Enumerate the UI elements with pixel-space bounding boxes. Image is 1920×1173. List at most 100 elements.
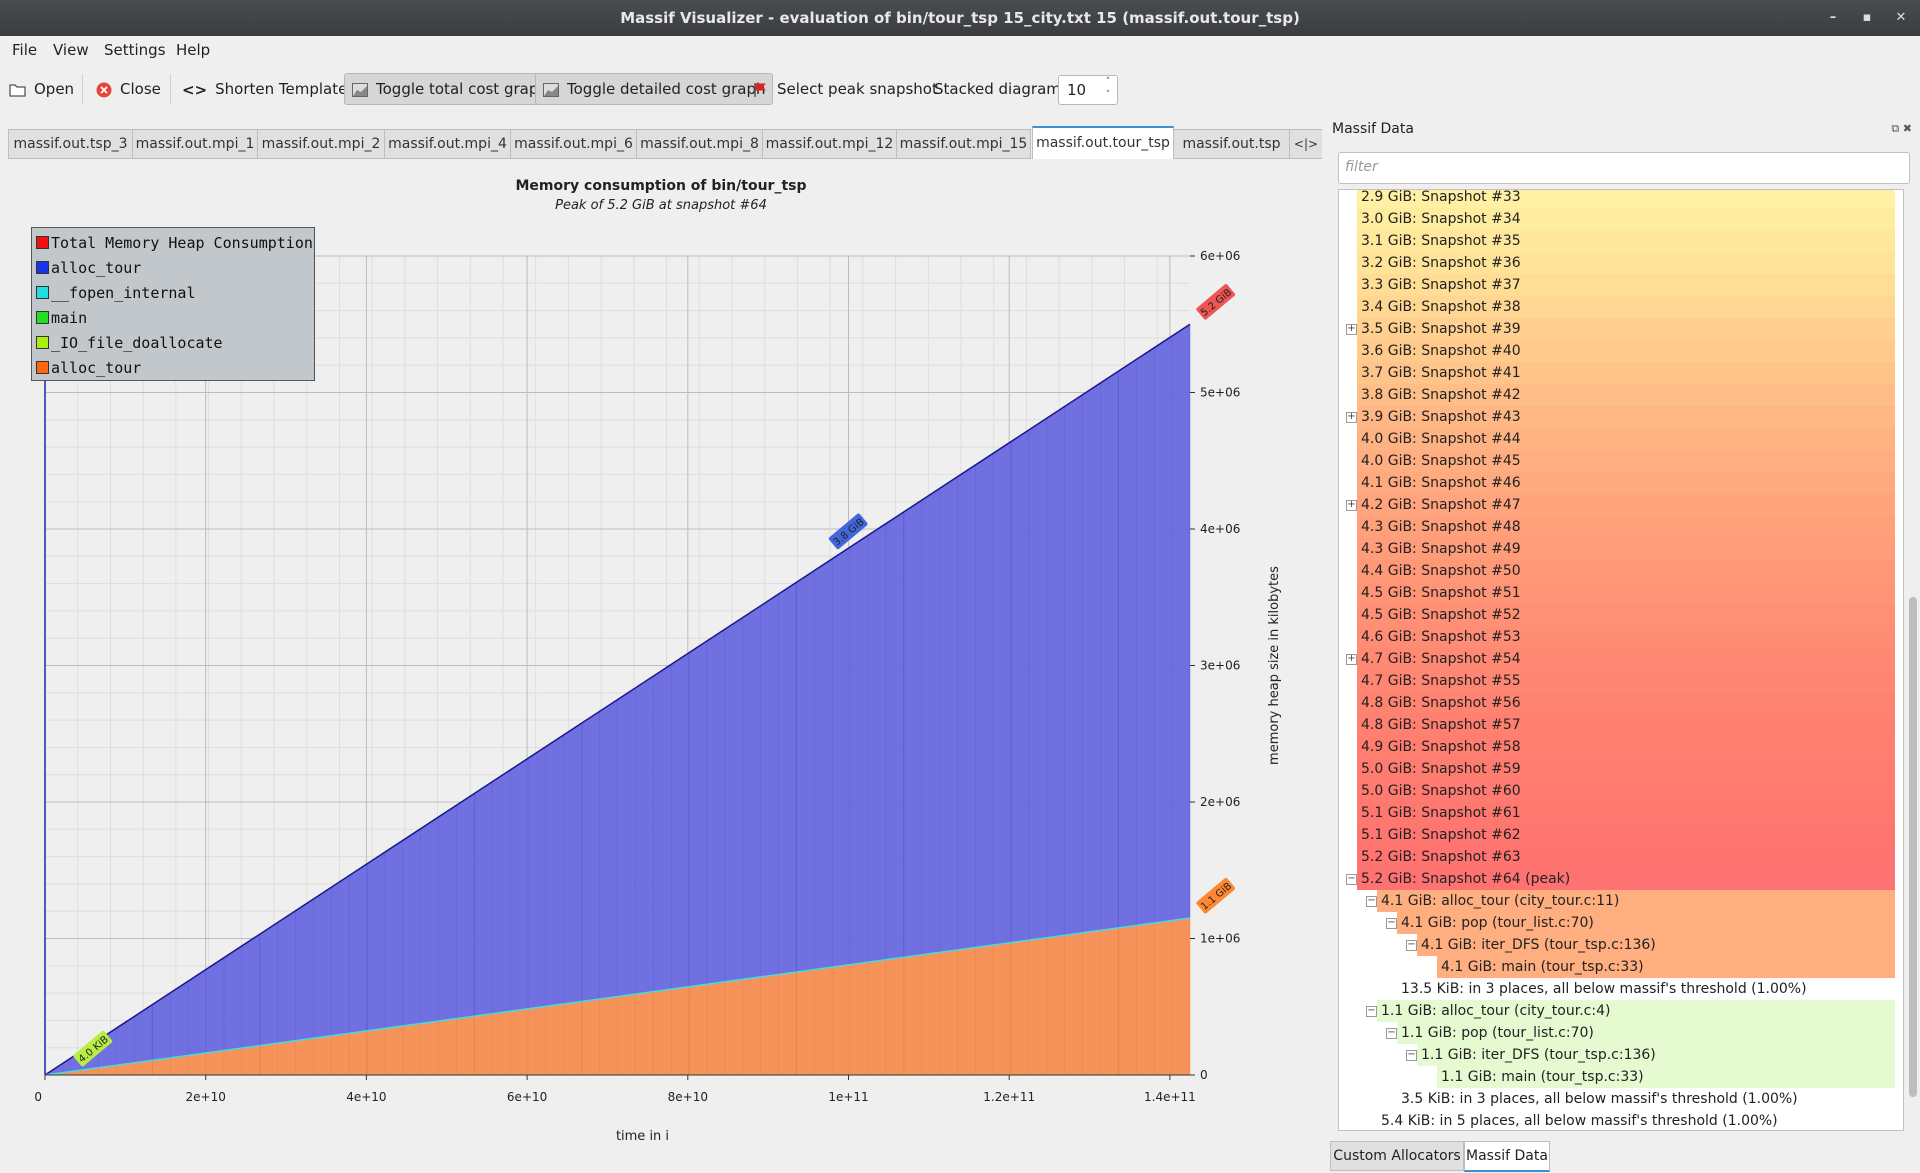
collapse-icon[interactable]: −	[1406, 1049, 1417, 1061]
minimize-icon[interactable]: –	[1829, 10, 1837, 25]
tab-massif-out-tsp[interactable]: massif.out.tsp	[1173, 129, 1290, 159]
tree-row[interactable]: 5.2 GiB: Snapshot #63	[1339, 846, 1895, 868]
tree-row[interactable]: 5.4 KiB: in 5 places, all below massif's…	[1339, 1110, 1895, 1130]
toggle-total-cost-button[interactable]: Toggle total cost graph	[344, 73, 556, 105]
tab-massif-out-mpi-2[interactable]: massif.out.mpi_2	[257, 129, 385, 159]
tree-row[interactable]: 3.3 GiB: Snapshot #37	[1339, 274, 1895, 296]
tree-row[interactable]: +4.7 GiB: Snapshot #54	[1339, 648, 1895, 670]
snapshot-tree[interactable]: 2.9 GiB: Snapshot #33 3.0 GiB: Snapshot #…	[1338, 189, 1904, 1131]
tree-row[interactable]: 4.6 GiB: Snapshot #53	[1339, 626, 1895, 648]
tree-row[interactable]: 3.1 GiB: Snapshot #35	[1339, 230, 1895, 252]
row-highlight	[1357, 604, 1895, 626]
tree-row[interactable]: 4.0 GiB: Snapshot #44	[1339, 428, 1895, 450]
tree-row[interactable]: −4.1 GiB: iter_DFS (tour_tsp.c:136)	[1339, 934, 1895, 956]
collapse-icon[interactable]: −	[1386, 1027, 1397, 1039]
tree-row[interactable]: 4.5 GiB: Snapshot #51	[1339, 582, 1895, 604]
tree-row[interactable]: 4.1 GiB: Snapshot #46	[1339, 472, 1895, 494]
tree-row[interactable]: 4.3 GiB: Snapshot #48	[1339, 516, 1895, 538]
tree-row[interactable]: 3.7 GiB: Snapshot #41	[1339, 362, 1895, 384]
tree-row[interactable]: 3.2 GiB: Snapshot #36	[1339, 252, 1895, 274]
tree-row[interactable]: −1.1 GiB: iter_DFS (tour_tsp.c:136)	[1339, 1044, 1895, 1066]
menu-file[interactable]: File	[12, 41, 38, 59]
tab-massif-out-tour-tsp[interactable]: massif.out.tour_tsp	[1032, 126, 1174, 159]
tree-row[interactable]: 4.4 GiB: Snapshot #50	[1339, 560, 1895, 582]
tab-custom-allocators[interactable]: Custom Allocators	[1330, 1141, 1464, 1171]
expand-icon[interactable]: +	[1346, 499, 1357, 511]
tab-massif-out-mpi-15[interactable]: massif.out.mpi_15	[896, 129, 1031, 159]
spin-up-icon[interactable]: ˄	[1105, 77, 1111, 87]
tree-row[interactable]: 4.9 GiB: Snapshot #58	[1339, 736, 1895, 758]
select-peak-snapshot-button[interactable]: Select peak snapshot	[753, 73, 938, 105]
expand-icon[interactable]: +	[1346, 411, 1357, 423]
tree-row[interactable]: 13.5 KiB: in 3 places, all below massif'…	[1339, 978, 1895, 1000]
tree-row[interactable]: −5.2 GiB: Snapshot #64 (peak)	[1339, 868, 1895, 890]
tab-scroll-arrows[interactable]: <|>	[1289, 129, 1323, 159]
menu-settings[interactable]: Settings	[104, 41, 166, 59]
tree-row[interactable]: 3.4 GiB: Snapshot #38	[1339, 296, 1895, 318]
menu-view[interactable]: View	[53, 41, 89, 59]
tab-massif-out-tsp-3[interactable]: massif.out.tsp_3	[8, 129, 133, 159]
tab-massif-data[interactable]: Massif Data	[1464, 1141, 1550, 1172]
open-button[interactable]: Open	[9, 73, 74, 105]
maximize-icon[interactable]: ▪	[1862, 10, 1872, 25]
tree-row[interactable]: 4.8 GiB: Snapshot #56	[1339, 692, 1895, 714]
tree-row[interactable]: 2.9 GiB: Snapshot #33	[1339, 190, 1895, 208]
shorten-templates-button[interactable]: <> Shorten Templates	[182, 73, 355, 105]
close-panel-icon[interactable]: ✖	[1902, 122, 1912, 135]
tab-label: massif.out.mpi_15	[899, 136, 1028, 152]
tree-row[interactable]: +4.2 GiB: Snapshot #47	[1339, 494, 1895, 516]
tree-row[interactable]: 5.1 GiB: Snapshot #62	[1339, 824, 1895, 846]
total-line[interactable]	[44, 323, 1191, 1076]
float-panel-icon[interactable]: ⧉	[1891, 122, 1900, 135]
expand-icon[interactable]: +	[1346, 653, 1357, 665]
collapse-icon[interactable]: −	[1366, 895, 1377, 907]
tree-row[interactable]: 5.0 GiB: Snapshot #59	[1339, 758, 1895, 780]
menu-help[interactable]: Help	[176, 41, 211, 59]
tree-row[interactable]: 3.0 GiB: Snapshot #34	[1339, 208, 1895, 230]
tree-row[interactable]: 3.5 KiB: in 3 places, all below massif's…	[1339, 1088, 1895, 1110]
tab-massif-out-mpi-8[interactable]: massif.out.mpi_8	[636, 129, 763, 159]
legend-label: main	[51, 309, 88, 327]
tree-row[interactable]: −4.1 GiB: pop (tour_list.c:70)	[1339, 912, 1895, 934]
tree-row[interactable]: −1.1 GiB: alloc_tour (city_tour.c:4)	[1339, 1000, 1895, 1022]
tree-row[interactable]: 1.1 GiB: main (tour_tsp.c:33)	[1339, 1066, 1895, 1088]
toggle-detailed-cost-button[interactable]: Toggle detailed cost graph	[535, 73, 774, 105]
collapse-icon[interactable]: −	[1366, 1005, 1377, 1017]
expand-icon[interactable]: +	[1346, 323, 1357, 335]
tree-row[interactable]: 5.1 GiB: Snapshot #61	[1339, 802, 1895, 824]
tree-row[interactable]: 4.5 GiB: Snapshot #52	[1339, 604, 1895, 626]
collapse-icon[interactable]: −	[1406, 939, 1417, 951]
tree-row[interactable]: −4.1 GiB: alloc_tour (city_tour.c:11)	[1339, 890, 1895, 912]
tab-massif-out-mpi-6[interactable]: massif.out.mpi_6	[510, 129, 637, 159]
spin-down-icon[interactable]: ˅	[1105, 90, 1111, 100]
filter-input[interactable]: filter	[1338, 152, 1910, 184]
close-button[interactable]: Close	[96, 73, 161, 105]
tree-row-label: 4.4 GiB: Snapshot #50	[1361, 563, 1521, 579]
close-window-icon[interactable]: ✕	[1895, 10, 1907, 25]
tree-row[interactable]: 4.7 GiB: Snapshot #55	[1339, 670, 1895, 692]
tree-row[interactable]: 4.0 GiB: Snapshot #45	[1339, 450, 1895, 472]
x-tick-label: 8e+10	[668, 1090, 708, 1104]
collapse-icon[interactable]: −	[1386, 917, 1397, 929]
tree-row[interactable]: +3.9 GiB: Snapshot #43	[1339, 406, 1895, 428]
tab-massif-out-mpi-1[interactable]: massif.out.mpi_1	[132, 129, 258, 159]
tree-row[interactable]: 3.8 GiB: Snapshot #42	[1339, 384, 1895, 406]
tree-row[interactable]: 3.6 GiB: Snapshot #40	[1339, 340, 1895, 362]
scrollbar-thumb[interactable]	[1909, 597, 1917, 1097]
memory-chart[interactable]: 0 2e+10 4e+10 6e+10 8e+10 1e+11 1.2e+11 1.4e+11…	[0, 160, 1322, 1173]
tree-row[interactable]: 5.0 GiB: Snapshot #60	[1339, 780, 1895, 802]
tab-massif-out-mpi-4[interactable]: massif.out.mpi_4	[384, 129, 511, 159]
legend-item: Total Memory Heap Consumption	[36, 234, 313, 256]
tree-row-label: 3.5 KiB: in 3 places, all below massif's…	[1401, 1091, 1798, 1107]
tree-row[interactable]: 4.8 GiB: Snapshot #57	[1339, 714, 1895, 736]
tree-row[interactable]: 4.3 GiB: Snapshot #49	[1339, 538, 1895, 560]
tree-row[interactable]: +3.5 GiB: Snapshot #39	[1339, 318, 1895, 340]
x-tick-label: 4e+10	[346, 1090, 386, 1104]
tree-row[interactable]: −1.1 GiB: pop (tour_list.c:70)	[1339, 1022, 1895, 1044]
tree-row[interactable]: 4.1 GiB: main (tour_tsp.c:33)	[1339, 956, 1895, 978]
tree-scrollbar[interactable]	[1908, 189, 1918, 1131]
tab-massif-out-mpi-12[interactable]: massif.out.mpi_12	[762, 129, 897, 159]
collapse-icon[interactable]: −	[1346, 873, 1357, 885]
stacked-diagrams-spinbox[interactable]: 10 ˄ ˅	[1058, 75, 1118, 105]
y-tick-label: 5e+06	[1200, 386, 1240, 400]
